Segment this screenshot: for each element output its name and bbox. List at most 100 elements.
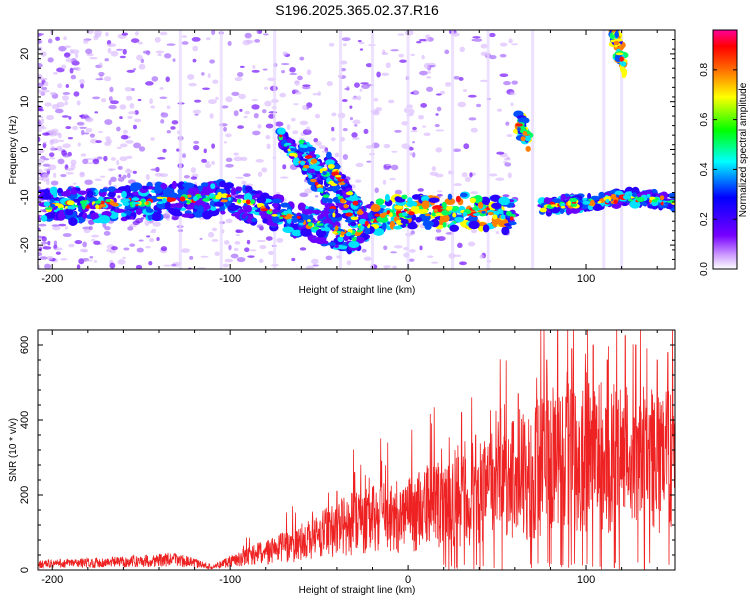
spectrogram-speckle [211, 143, 216, 149]
spectrogram-cell [411, 194, 422, 200]
spectrogram-speckle [61, 115, 69, 118]
spectrogram-core-cell [560, 203, 566, 207]
spectrogram-speckle [209, 113, 214, 119]
spectrogram-cell [636, 193, 641, 197]
spectrogram-speckle [409, 152, 413, 156]
spectrogram-speckle [239, 108, 243, 112]
spectrogram-speckle [244, 32, 252, 39]
spectrogram-core-cell [614, 44, 618, 48]
spectrogram-speckle [251, 99, 259, 102]
spectrogram-speckle [419, 70, 428, 76]
spectrogram-speckle [182, 153, 186, 159]
spectrogram-core-cell [590, 199, 595, 205]
spectrogram-cell [520, 136, 527, 142]
spectrogram-speckle [41, 176, 50, 182]
colorbar-tick-label: 0.8 [699, 62, 710, 76]
spectrogram-cell [401, 194, 408, 200]
spectrogram-speckle [374, 187, 379, 194]
spectrogram-speckle [510, 102, 514, 107]
spectrogram-core-cell [271, 213, 278, 217]
spectrogram-speckle [351, 97, 359, 100]
spectrogram-cell [350, 221, 357, 227]
spectrogram-speckle [266, 143, 271, 150]
spectrogram-core-cell [326, 178, 330, 183]
spectrogram-speckle [495, 177, 505, 181]
spectrogram-speckle [69, 67, 74, 74]
spectrogram-speckle [103, 76, 112, 82]
spectrogram-cell [234, 195, 245, 199]
spectrogram-speckle [394, 129, 402, 133]
spectrogram-streak [219, 30, 223, 269]
colorbar: 0.0 0.2 0.4 0.6 0.8 Normalized spectral ampl… [699, 29, 749, 276]
spectrogram-cell [444, 198, 456, 205]
spectrogram-core-cell [343, 204, 349, 209]
spectrogram-speckle [461, 172, 468, 178]
spectrogram-speckle [302, 129, 312, 135]
spectrogram-speckle [506, 134, 513, 138]
spectrogram-speckle [99, 62, 103, 68]
spectrogram-core-cell [220, 199, 228, 203]
spectrogram-speckle [108, 179, 112, 186]
spectrogram-speckle [103, 155, 108, 162]
spectrogram-streak [406, 30, 410, 269]
spectrogram-cell [187, 187, 200, 196]
spectrogram-core-cell [245, 199, 251, 205]
spectrogram-speckle [41, 173, 50, 179]
spectrogram-speckle [160, 112, 169, 118]
spectrogram-core-cell [610, 34, 616, 39]
spectrogram-cell [172, 211, 183, 217]
spectrogram-streak [620, 30, 624, 269]
spectrogram-speckle [86, 259, 93, 262]
spectrogram-speckle [383, 245, 388, 251]
spectrogram-speckle [80, 82, 84, 89]
spectrogram-core-cell [425, 213, 431, 217]
spectrogram-speckle [100, 175, 106, 178]
spectrogram-core-cell [356, 229, 362, 233]
spectrogram-speckle [63, 36, 67, 41]
spectrogram-cell [243, 192, 253, 202]
spectrogram-speckle [110, 100, 119, 105]
spectrogram-core-cell [386, 210, 391, 215]
spectrogram-speckle [53, 172, 57, 179]
spectrogram-speckle [399, 59, 407, 63]
spectrogram-core-cell [192, 195, 198, 202]
spectrogram-speckle [61, 150, 68, 156]
spectrogram-cell [181, 213, 194, 218]
spectrogram-cell [213, 202, 224, 207]
spectrogram-speckle [150, 137, 155, 141]
spectrogram-core-cell [99, 200, 105, 205]
spectrogram-core-cell [462, 212, 468, 217]
spectrogram-speckle [38, 150, 44, 154]
spectrogram-speckle [211, 30, 216, 36]
spectrogram-core-cell [671, 202, 675, 205]
spectrogram-speckle [383, 143, 391, 149]
spectrogram-speckle [502, 194, 510, 198]
spectrogram-speckle [84, 179, 93, 185]
spectrogram-speckle [302, 104, 308, 111]
spectrogram-speckle [230, 253, 239, 259]
spectrogram-speckle [129, 102, 135, 109]
spectrogram-y-tick-label: 20 [19, 48, 31, 60]
spectrogram-speckle [70, 74, 77, 80]
spectrogram-speckle [237, 125, 244, 129]
spectrogram-speckle [181, 41, 189, 45]
spectrogram-speckle [349, 105, 353, 109]
spectrogram-speckle [255, 159, 264, 163]
spectrogram-speckle [171, 263, 177, 267]
spectrogram-speckle [199, 237, 203, 240]
spectrogram-speckle [435, 147, 443, 153]
spectrogram-core-cell [550, 204, 556, 207]
spectrogram-speckle [189, 255, 194, 260]
spectrogram-speckle [119, 104, 127, 110]
spectrogram-cell [68, 217, 78, 226]
spectrogram-speckle [163, 264, 172, 267]
spectrogram-speckle [122, 174, 127, 179]
spectrogram-core-cell [522, 131, 528, 136]
spectrogram-cell [177, 181, 186, 190]
spectrogram-speckle [65, 167, 75, 171]
spectrogram-speckle [458, 77, 464, 81]
spectrogram-speckle [511, 43, 519, 46]
spectrogram-core-cell [95, 204, 100, 210]
spectrogram-speckle [190, 167, 197, 174]
spectrogram-cell [609, 26, 619, 29]
